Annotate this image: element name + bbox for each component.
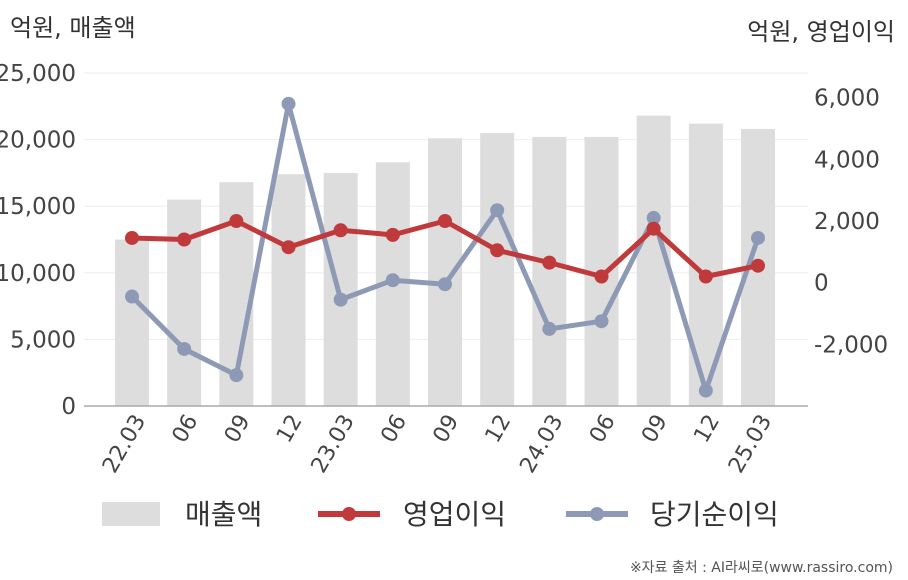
point-당기순이익 — [698, 383, 713, 398]
bar-22.03 — [115, 239, 149, 406]
legend-label-net-income: 당기순이익 — [650, 498, 779, 531]
point-영업이익 — [229, 214, 244, 228]
x-tick-label: 09 — [637, 411, 673, 448]
right-tick-label: 0 — [814, 271, 829, 297]
point-영업이익 — [385, 227, 400, 242]
x-tick-label: 06 — [168, 411, 204, 448]
x-tick-label: 22.03 — [98, 411, 151, 478]
x-axis: 22.03 06 09 12 23.03 06 09 12 24.03 06 09 12 25.03 — [84, 405, 808, 478]
legend-label-operating-profit: 영업이익 — [403, 498, 506, 531]
point-영업이익 — [438, 214, 452, 228]
point-영업이익 — [542, 255, 557, 270]
left-tick-label: 25,000 — [0, 61, 76, 87]
x-tick-label: 24.03 — [515, 411, 568, 478]
x-tick-label: 09 — [220, 411, 256, 448]
right-tick-label: 2,000 — [814, 209, 880, 235]
bar-09 — [428, 138, 462, 406]
legend-label-revenue: 매출액 — [185, 498, 262, 531]
legend-marker-net-income — [590, 507, 604, 521]
left-tick-label: 15,000 — [0, 194, 76, 220]
point-당기순이익 — [333, 292, 348, 307]
point-당기순이익 — [385, 273, 400, 288]
point-영업이익 — [177, 232, 192, 247]
legend-marker-operating-profit — [342, 507, 356, 521]
x-tick-label: 23.03 — [307, 411, 360, 478]
point-당기순이익 — [646, 210, 661, 225]
bar-12 — [480, 132, 515, 406]
x-tick-label: 09 — [429, 411, 465, 448]
point-당기순이익 — [125, 289, 139, 304]
point-영업이익 — [698, 269, 713, 284]
point-당기순이익 — [438, 277, 452, 292]
bar-24.03 — [532, 136, 567, 406]
x-tick-label: 12 — [272, 411, 308, 448]
point-영업이익 — [646, 221, 661, 236]
point-당기순이익 — [594, 314, 609, 329]
left-tick-label: 20,000 — [0, 128, 76, 154]
x-tick-label: 12 — [689, 411, 725, 448]
left-tick-label: 5,000 — [10, 327, 76, 353]
point-당기순이익 — [177, 341, 192, 356]
right-tick-label: -2,000 — [814, 332, 888, 358]
left-tick-label: 0 — [61, 394, 76, 420]
point-영업이익 — [125, 230, 139, 245]
right-tick-label: 6,000 — [814, 86, 880, 112]
legend-swatch-revenue — [102, 502, 160, 526]
point-영업이익 — [281, 240, 296, 255]
x-tick-label: 12 — [481, 410, 517, 447]
source-note: ※자료 출처 : AI라씨로(www.rassiro.com) — [630, 560, 893, 576]
point-당기순이익 — [281, 96, 296, 111]
point-당기순이익 — [490, 203, 505, 218]
bar-23.03 — [323, 172, 358, 406]
x-tick-label: 25.03 — [724, 411, 777, 478]
left-axis-unit: 억원, 매출액 — [10, 14, 136, 42]
point-영업이익 — [333, 223, 348, 238]
bar-06 — [167, 199, 202, 406]
profit-lines — [125, 96, 765, 398]
right-tick-label: 4,000 — [814, 147, 880, 173]
point-영업이익 — [751, 258, 765, 273]
point-영업이익 — [594, 269, 609, 284]
point-영업이익 — [490, 243, 505, 258]
y-axis-ticks: 25,000 20,000 15,000 10,000 5,000 0 6,000 4,000… — [0, 61, 888, 420]
left-tick-label: 10,000 — [0, 261, 76, 287]
bar-12 — [271, 174, 306, 406]
point-당기순이익 — [542, 321, 557, 336]
point-당기순이익 — [751, 230, 765, 245]
right-axis-unit: 억원, 영업이익 — [747, 18, 895, 46]
x-tick-label: 06 — [376, 411, 412, 448]
x-tick-label: 06 — [585, 411, 621, 448]
legend: 매출액 영업이익 당기순이익 — [102, 498, 779, 531]
point-당기순이익 — [229, 368, 244, 383]
